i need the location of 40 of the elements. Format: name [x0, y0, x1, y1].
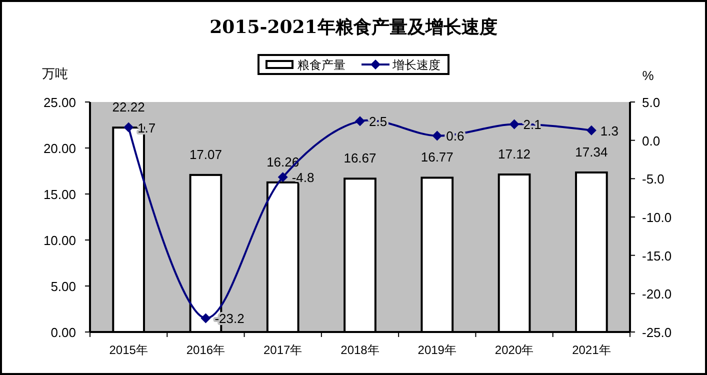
point — [509, 119, 520, 130]
y-tick-label: 10.00 — [43, 233, 76, 248]
y2-tick-label: -20.0 — [642, 286, 672, 302]
data-label: -4.8 — [292, 170, 314, 186]
y-tick-label: 15.00 — [43, 187, 76, 202]
x-tick-label: 2021年 — [572, 343, 611, 357]
x-tick-label: 2016年 — [186, 343, 226, 357]
y-tick-label: 0.00 — [50, 325, 76, 340]
point — [200, 313, 211, 324]
legend-label: 粮食产量 — [298, 58, 346, 72]
y-axis-title: 万吨 — [42, 66, 68, 81]
x-tick-label: 2017年 — [264, 343, 302, 357]
y2-tick-label: -5.0 — [642, 172, 664, 187]
x-tick-label: 2015年 — [109, 343, 148, 357]
point — [432, 130, 442, 141]
y2-axis-title: % — [642, 68, 654, 83]
data-label: 1.3 — [600, 123, 619, 138]
y-tick-label: 20.00 — [43, 141, 76, 156]
chart-title: 2015-2021年粮食产量及增长速度 — [210, 17, 498, 38]
y-tick-label: 25.00 — [43, 95, 76, 110]
data-label: 17.34 — [575, 144, 608, 160]
y2-tick-label: 5.0 — [642, 95, 660, 110]
y2-tick-label: -25.0 — [642, 325, 672, 340]
point — [124, 122, 134, 132]
data-label: 16.67 — [344, 150, 376, 166]
y2-tick-label: -15.0 — [642, 248, 672, 264]
point — [586, 125, 596, 136]
y2-tick-label: -10.0 — [642, 210, 672, 225]
x-tick-label: 2020年 — [494, 343, 534, 357]
point — [278, 172, 288, 182]
data-label: 17.12 — [498, 146, 531, 162]
data-label: 22.22 — [112, 100, 145, 115]
data-label: 16.77 — [420, 150, 454, 165]
point — [355, 116, 365, 126]
data-label: 17.07 — [189, 146, 222, 162]
x-tick-label: 2018年 — [340, 343, 380, 357]
legend-label: 增长速度 — [392, 58, 440, 72]
y-tick-label: 5.00 — [50, 279, 76, 294]
x-tick-label: 2019年 — [418, 343, 456, 357]
y2-tick-label: 0.0 — [642, 133, 660, 148]
